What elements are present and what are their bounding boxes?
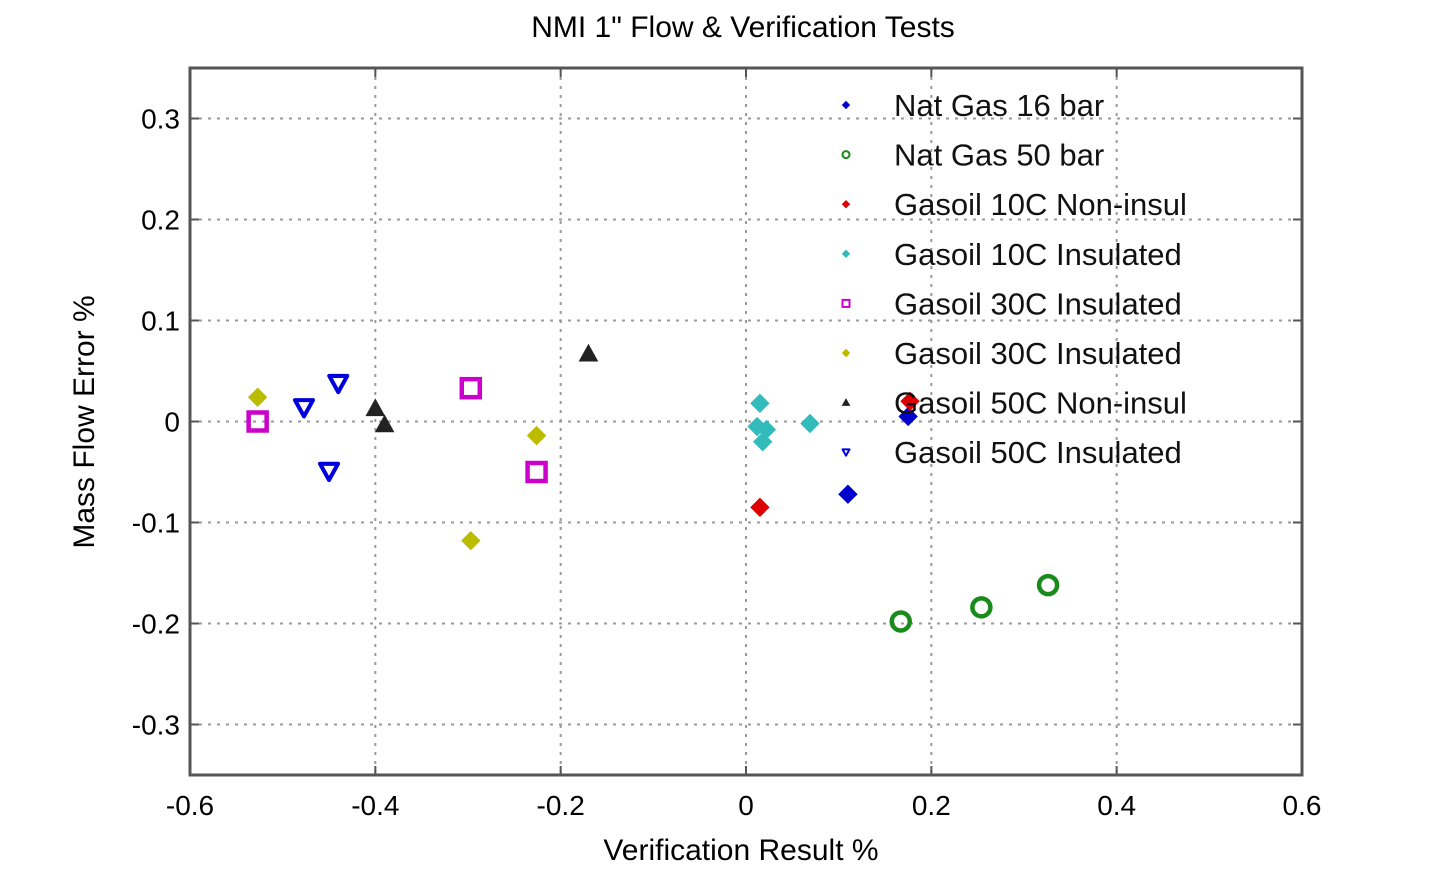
legend-entry: Nat Gas 16 bar bbox=[841, 88, 1104, 123]
legend-entry: Gasoil 50C Non-insul bbox=[841, 386, 1187, 421]
series-6 bbox=[365, 343, 599, 433]
y-tick-label: 0.3 bbox=[141, 104, 180, 135]
x-tick-label: 0 bbox=[738, 790, 754, 821]
data-point bbox=[459, 376, 483, 400]
data-point bbox=[1036, 573, 1060, 597]
data-point bbox=[900, 391, 920, 412]
x-tick-label: 0.2 bbox=[912, 790, 951, 821]
x-tick-label: -0.2 bbox=[537, 790, 585, 821]
legend-marker bbox=[841, 298, 851, 308]
data-point bbox=[578, 343, 599, 362]
data-point bbox=[898, 406, 918, 427]
data-point bbox=[750, 393, 770, 414]
series-4 bbox=[246, 376, 548, 484]
legend-marker bbox=[841, 348, 851, 358]
grid-lines bbox=[190, 68, 1302, 775]
series-0 bbox=[838, 406, 918, 504]
data-point bbox=[838, 484, 858, 504]
legend-marker bbox=[841, 100, 851, 110]
y-tick-label: 0.2 bbox=[141, 205, 180, 236]
legend-entry: Gasoil 10C Non-insul bbox=[841, 187, 1187, 222]
legend-marker bbox=[841, 249, 851, 259]
legend-entry: Gasoil 30C Insulated bbox=[841, 336, 1182, 371]
legend-entry: Gasoil 30C Insulated bbox=[841, 286, 1182, 321]
legend-label: Gasoil 50C Non-insul bbox=[894, 386, 1187, 421]
legend-label: Gasoil 10C Insulated bbox=[894, 237, 1182, 272]
legend-marker bbox=[841, 150, 851, 160]
x-tick-label: 0.6 bbox=[1283, 790, 1322, 821]
legend: Nat Gas 16 bar Nat Gas 50 bar Gasoil 10C N… bbox=[841, 88, 1187, 470]
legend-entry: Nat Gas 50 bar bbox=[841, 138, 1104, 173]
data-point bbox=[292, 398, 316, 419]
legend-label: Gasoil 50C Insulated bbox=[894, 435, 1182, 470]
series-5 bbox=[247, 387, 547, 551]
chart-title: NMI 1" Flow & Verification Tests bbox=[531, 11, 955, 44]
legend-label: Gasoil 30C Insulated bbox=[894, 286, 1182, 321]
y-tick-label: 0 bbox=[164, 407, 180, 438]
data-point bbox=[317, 461, 341, 483]
legend-label: Gasoil 30C Insulated bbox=[894, 336, 1182, 371]
y-axis-label: Mass Flow Error % bbox=[68, 295, 101, 548]
legend-label: Nat Gas 50 bar bbox=[894, 138, 1104, 173]
data-point bbox=[246, 410, 269, 433]
data-point bbox=[327, 373, 350, 395]
x-tick-label: 0.4 bbox=[1097, 790, 1136, 821]
data-point bbox=[800, 413, 820, 434]
x-tick-label: -0.6 bbox=[166, 790, 214, 821]
legend-label: Nat Gas 16 bar bbox=[894, 88, 1104, 123]
legend-marker bbox=[841, 199, 851, 209]
series-2 bbox=[750, 391, 920, 518]
y-tick-label: -0.2 bbox=[132, 609, 180, 640]
data-point bbox=[526, 425, 547, 446]
data-point bbox=[365, 398, 386, 417]
data-point bbox=[889, 610, 913, 633]
data-markers bbox=[246, 343, 1060, 633]
legend-entry: Gasoil 50C Insulated bbox=[841, 435, 1182, 470]
data-point bbox=[461, 530, 481, 551]
x-tick-label: -0.4 bbox=[351, 790, 399, 821]
x-axis-label: Verification Result % bbox=[603, 834, 878, 867]
y-tick-label: -0.3 bbox=[132, 710, 180, 741]
data-point bbox=[525, 460, 548, 484]
series-1 bbox=[889, 573, 1060, 633]
y-tick-label: -0.1 bbox=[132, 508, 180, 539]
data-point bbox=[752, 431, 773, 452]
series-7 bbox=[292, 373, 350, 483]
axis-ticks: -0.6 -0.4 -0.2 0 0.2 0.4 0.6 0.3 0.2 0.1 0 -0.1 -0.2… bbox=[132, 68, 1322, 821]
data-point bbox=[750, 497, 770, 518]
legend-marker bbox=[841, 398, 851, 406]
y-tick-label: 0.1 bbox=[141, 306, 180, 337]
legend-marker bbox=[841, 448, 851, 457]
data-point bbox=[970, 596, 993, 619]
data-point bbox=[374, 414, 395, 433]
series-3 bbox=[747, 393, 820, 452]
legend-entry: Gasoil 10C Insulated bbox=[841, 237, 1182, 272]
data-point bbox=[247, 387, 268, 407]
legend-label: Gasoil 10C Non-insul bbox=[894, 187, 1187, 222]
